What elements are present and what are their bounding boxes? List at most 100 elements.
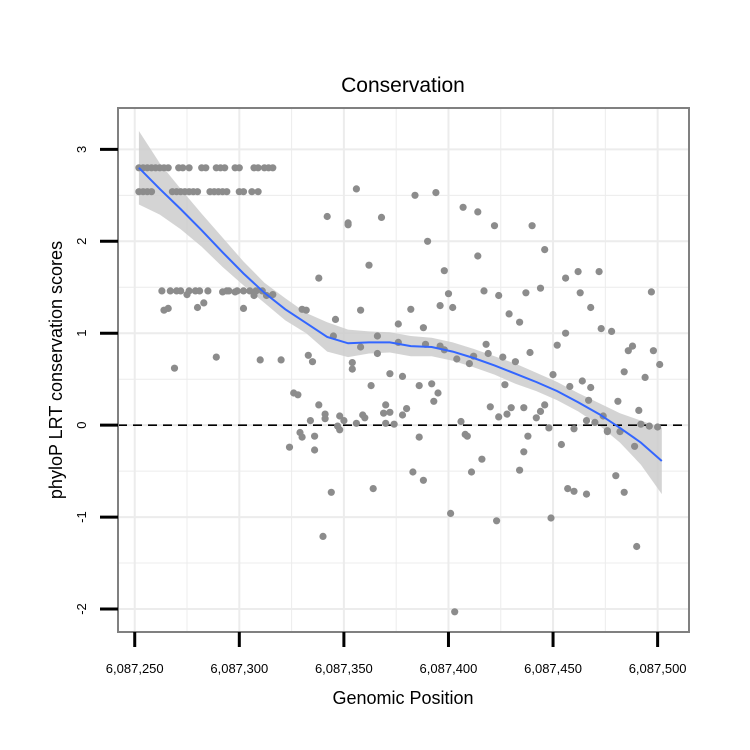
data-point — [419, 476, 427, 484]
data-point — [647, 288, 656, 296]
data-point — [254, 188, 262, 196]
data-point — [444, 290, 453, 298]
data-point — [493, 517, 501, 525]
data-point — [501, 381, 509, 389]
y-tick-label: -1 — [74, 511, 89, 523]
data-point — [382, 419, 390, 427]
data-point — [633, 542, 641, 551]
plot-border — [117, 107, 690, 633]
data-point — [484, 349, 492, 358]
data-point — [398, 372, 407, 380]
data-point — [520, 404, 528, 412]
data-point — [147, 188, 156, 196]
data-point — [315, 274, 323, 282]
data-point — [365, 261, 373, 269]
data-point — [490, 222, 499, 230]
data-point — [505, 310, 513, 318]
data-point — [603, 427, 612, 435]
data-point — [620, 368, 628, 376]
data-point — [631, 442, 639, 450]
data-point — [158, 287, 166, 295]
data-point — [478, 455, 486, 463]
smooth-line-group — [138, 167, 663, 462]
data-point — [331, 315, 340, 323]
data-point — [334, 422, 342, 430]
data-point — [459, 203, 467, 211]
data-point — [536, 284, 545, 292]
data-point — [200, 299, 208, 307]
data-point — [624, 347, 632, 355]
axes: 6,087,250 6,087,300 6,087,350 6,087,400 6,08… — [74, 146, 687, 676]
data-point — [256, 356, 264, 364]
data-point — [298, 305, 306, 313]
data-point — [447, 509, 455, 517]
data-point — [164, 164, 172, 172]
data-point — [204, 287, 212, 295]
chart-title: Conservation — [341, 74, 465, 97]
data-point — [321, 415, 329, 423]
data-point — [311, 432, 319, 440]
data-point — [553, 341, 561, 349]
data-point — [526, 348, 534, 357]
data-point — [562, 329, 570, 337]
data-point — [185, 164, 193, 172]
data-point — [591, 418, 599, 426]
data-point — [380, 409, 388, 417]
data-point — [407, 305, 415, 313]
data-point — [409, 468, 417, 476]
data-point — [239, 188, 248, 196]
data-point — [336, 412, 344, 420]
data-point — [541, 246, 549, 254]
data-point — [193, 188, 202, 196]
y-tick-label: 1 — [74, 330, 89, 337]
data-point — [654, 423, 662, 431]
data-point — [373, 332, 381, 340]
data-point — [377, 213, 386, 221]
data-point — [239, 287, 248, 295]
data-point — [614, 397, 622, 405]
data-point — [415, 433, 423, 441]
data-point — [451, 608, 459, 616]
data-point — [576, 289, 584, 297]
data-point — [578, 377, 586, 385]
x-axis-label: Genomic Position — [332, 688, 473, 708]
data-point — [641, 373, 649, 381]
data-point — [193, 303, 202, 312]
data-point — [367, 382, 375, 390]
data-point — [352, 419, 360, 427]
data-point — [239, 304, 248, 312]
data-point — [246, 287, 254, 295]
data-point — [403, 405, 411, 413]
data-point — [457, 417, 465, 426]
data-point — [296, 428, 304, 437]
data-point — [352, 185, 360, 193]
data-point — [587, 303, 595, 312]
x-tick-label: 6,087,400 — [420, 661, 478, 676]
data-point — [486, 403, 494, 411]
x-tick-label: 6,087,500 — [629, 661, 687, 676]
data-point — [495, 413, 503, 421]
data-point — [545, 424, 553, 432]
data-point — [522, 289, 530, 297]
data-point — [465, 360, 473, 368]
data-point — [170, 364, 179, 372]
data-point — [348, 359, 356, 367]
data-point — [528, 222, 536, 230]
data-point — [520, 448, 528, 456]
data-point — [516, 466, 524, 474]
data-point — [308, 358, 317, 366]
data-point — [382, 401, 390, 409]
data-point — [212, 353, 220, 361]
data-point — [369, 485, 377, 493]
data-point — [649, 347, 658, 355]
data-point — [474, 208, 482, 216]
data-point — [582, 417, 591, 425]
data-point — [323, 212, 331, 221]
data-point — [231, 288, 239, 296]
data-point — [549, 371, 557, 379]
data-point — [373, 349, 381, 358]
data-point — [532, 414, 540, 422]
data-point — [536, 407, 545, 415]
data-point — [294, 391, 302, 399]
